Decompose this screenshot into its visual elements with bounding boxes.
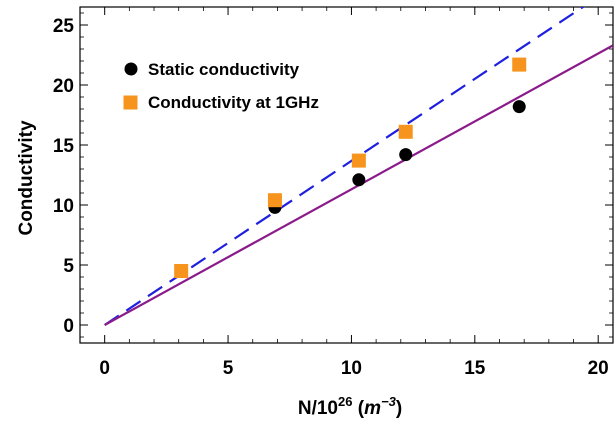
conductivity-1ghz-point bbox=[351, 153, 366, 168]
legend: Static conductivity Conductivity at 1GHz bbox=[123, 60, 319, 112]
fit-line-dashed bbox=[104, 7, 585, 326]
x-tick-label: 0 bbox=[99, 358, 110, 379]
x-tick-labels: 0 5 10 15 20 bbox=[99, 358, 608, 379]
conductivity-1ghz-point bbox=[174, 264, 189, 278]
static-conductivity-point bbox=[352, 173, 366, 187]
static-conductivity-point bbox=[512, 100, 526, 114]
y-tick-label: 25 bbox=[53, 16, 75, 37]
plot-frame bbox=[79, 6, 614, 344]
x-axis-title: N/1026 (m−3) bbox=[298, 394, 402, 419]
y-tick-label: 0 bbox=[63, 316, 74, 337]
x-tick-label: 15 bbox=[464, 358, 486, 379]
legend-square-marker bbox=[123, 95, 138, 110]
y-tick-labels: 0 5 10 15 20 25 bbox=[53, 16, 75, 337]
axis-ticks bbox=[80, 7, 613, 343]
y-tick-label: 20 bbox=[53, 76, 74, 97]
static-conductivity-point bbox=[399, 148, 413, 162]
y-axis-title: Conductivity bbox=[16, 120, 37, 235]
conductivity-1ghz-point bbox=[512, 57, 527, 72]
y-tick-label: 15 bbox=[53, 136, 75, 157]
legend-label-1ghz: Conductivity at 1GHz bbox=[148, 93, 319, 112]
conductivity-1ghz-point bbox=[398, 124, 413, 139]
legend-label-static: Static conductivity bbox=[148, 60, 300, 79]
legend-circle-marker bbox=[124, 62, 138, 76]
x-tick-label: 5 bbox=[223, 358, 234, 379]
conductivity-1ghz-point bbox=[267, 193, 282, 208]
y-tick-label: 5 bbox=[63, 256, 74, 277]
x-tick-label: 10 bbox=[341, 358, 362, 379]
x-tick-label: 20 bbox=[588, 358, 609, 379]
data-points bbox=[174, 57, 527, 278]
y-tick-label: 10 bbox=[53, 196, 74, 217]
